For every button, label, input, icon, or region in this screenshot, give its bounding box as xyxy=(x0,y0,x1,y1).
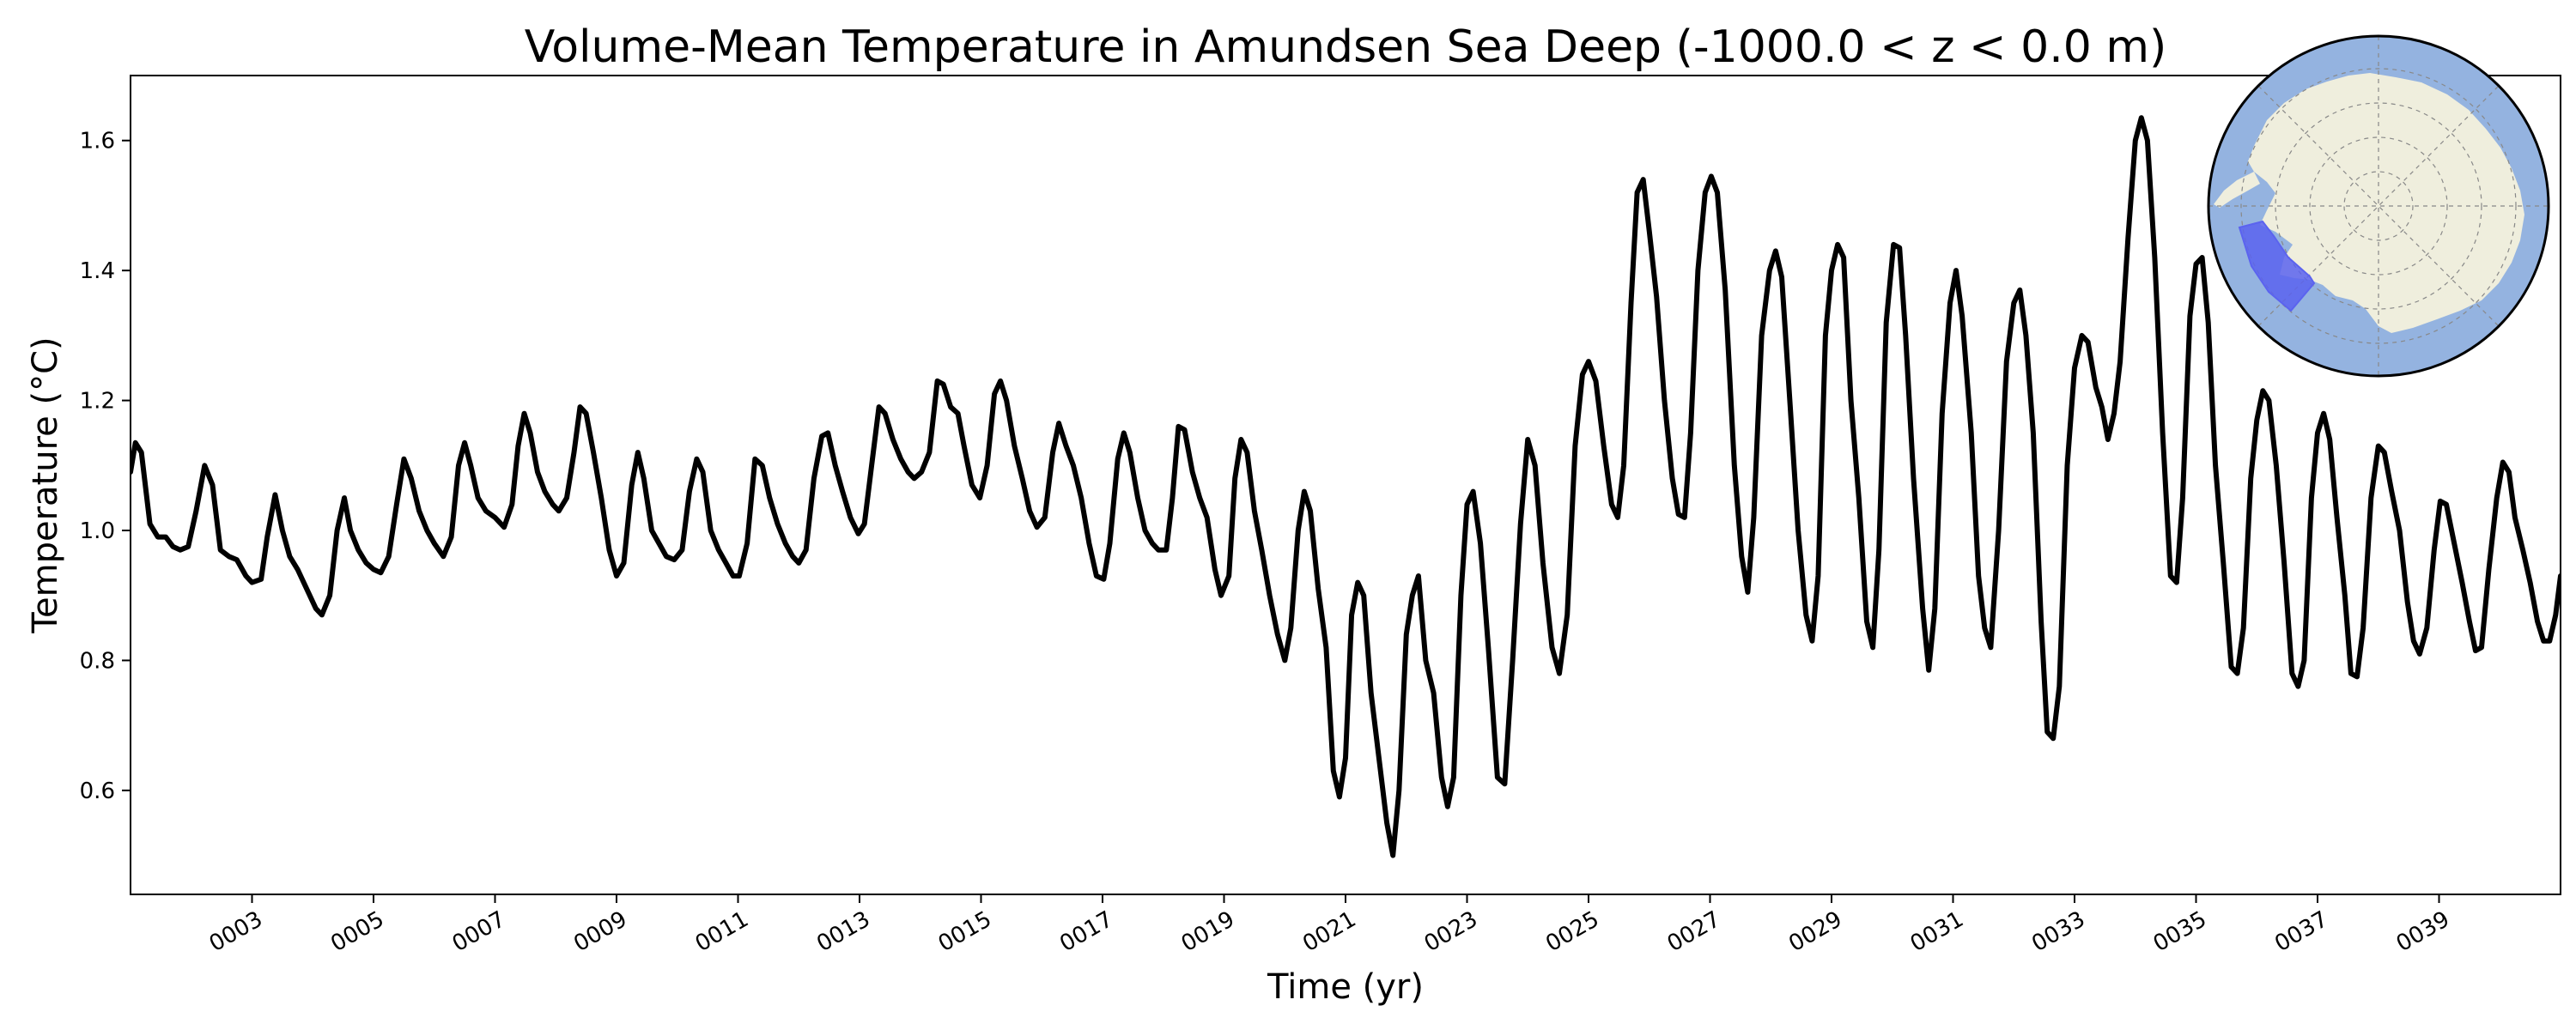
amundsen-sea-region xyxy=(2238,220,2316,312)
antarctica-polar-map-icon xyxy=(2207,34,2550,378)
x-tick-label: 0009 xyxy=(569,906,631,957)
plot-area xyxy=(131,115,2561,858)
y-tick-label: 1.6 xyxy=(80,129,115,154)
x-tick-label: 0015 xyxy=(934,906,996,957)
x-tick-label: 0019 xyxy=(1177,906,1239,957)
x-axis: 0003 0005 0007 0009 0011 0013 0015 0017 0019 0021… xyxy=(205,894,2454,957)
x-tick-label: 0025 xyxy=(1541,906,1603,957)
y-tick-label: 1.0 xyxy=(80,518,115,544)
x-tick-label: 0021 xyxy=(1298,906,1360,957)
map-land xyxy=(2248,73,2524,333)
map-graticule xyxy=(2208,36,2549,376)
x-tick-label: 0029 xyxy=(1784,906,1846,957)
x-tick-label: 0005 xyxy=(326,906,388,957)
x-tick-label: 0007 xyxy=(448,906,510,957)
map-peninsula xyxy=(2214,172,2260,208)
y-tick-label: 0.8 xyxy=(80,648,115,674)
x-tick-label: 0013 xyxy=(812,906,874,957)
x-tick-label: 0039 xyxy=(2392,906,2454,957)
x-axis-label: Time (yr) xyxy=(1267,967,1424,1007)
y-tick-label: 1.4 xyxy=(80,258,115,284)
x-tick-label: 0003 xyxy=(205,906,267,957)
y-axis: 0.6 0.8 1.0 1.2 1.4 1.6 xyxy=(80,129,131,804)
series-line xyxy=(131,115,2561,858)
x-tick-label: 0023 xyxy=(1420,906,1482,957)
x-tick-label: 0031 xyxy=(1906,906,1968,957)
x-tick-label: 0033 xyxy=(2027,906,2089,957)
y-axis-label: Temperature (°C) xyxy=(26,336,65,633)
x-tick-label: 0037 xyxy=(2270,906,2332,957)
y-tick-label: 0.6 xyxy=(80,779,115,804)
map-ice-shelf xyxy=(2280,150,2320,182)
chart-title: Volume-Mean Temperature in Amundsen Sea … xyxy=(525,21,2167,73)
x-tick-label: 0035 xyxy=(2149,906,2211,957)
y-tick-label: 1.2 xyxy=(80,389,115,415)
map-border xyxy=(2207,34,2550,378)
x-tick-label: 0011 xyxy=(691,906,753,957)
x-tick-label: 0027 xyxy=(1663,906,1725,957)
x-tick-label: 0017 xyxy=(1055,906,1117,957)
